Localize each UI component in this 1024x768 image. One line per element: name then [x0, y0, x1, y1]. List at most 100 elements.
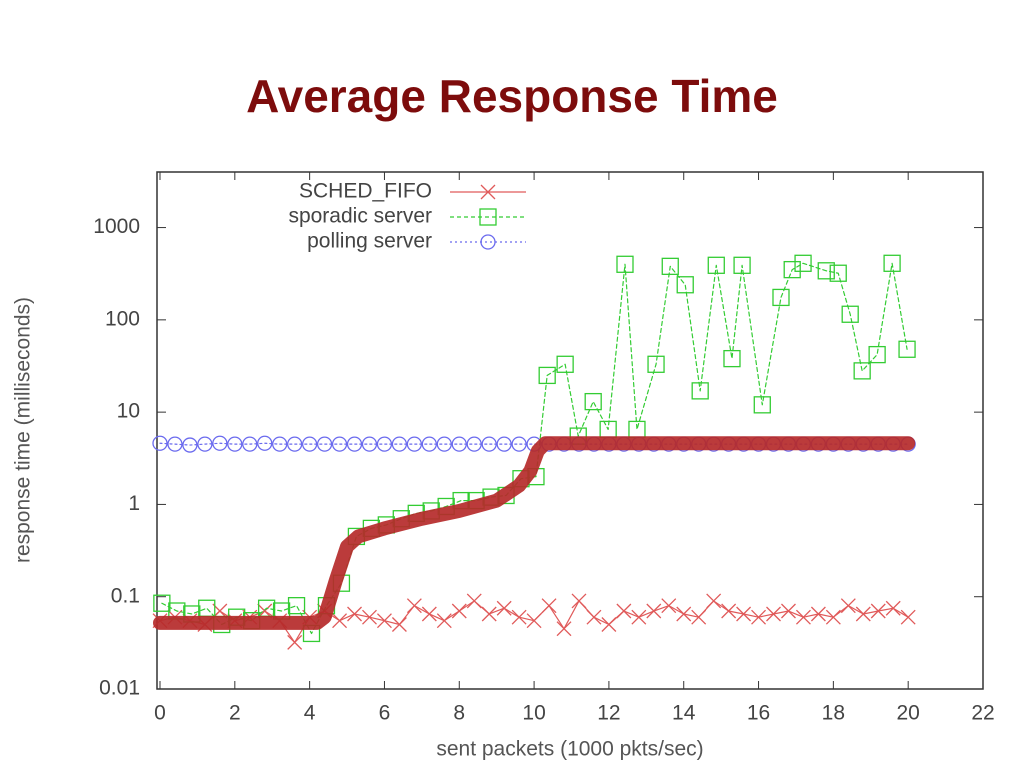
data-point	[331, 436, 348, 452]
x-tick-label: 16	[747, 702, 770, 725]
data-point	[584, 392, 602, 411]
data-point	[753, 396, 771, 414]
data-point	[301, 436, 318, 452]
data-point	[526, 613, 542, 629]
data-point	[316, 436, 333, 452]
data-point	[421, 606, 437, 622]
data-point	[661, 598, 677, 614]
x-tick-label: 2	[229, 702, 241, 725]
data-point	[538, 366, 556, 385]
y-tick-label: 0.01	[99, 677, 140, 700]
y-tick-label: 10	[117, 400, 140, 423]
data-point	[885, 600, 901, 616]
x-tick-label: 18	[822, 702, 845, 725]
data-point	[870, 603, 886, 619]
data-point	[481, 436, 497, 452]
data-point	[647, 355, 665, 373]
x-tick-label: 14	[672, 702, 696, 725]
data-point	[346, 436, 363, 452]
x-tick-label: 20	[897, 702, 920, 725]
data-point	[421, 436, 437, 452]
data-point	[182, 437, 198, 453]
data-point	[496, 436, 512, 452]
data-point	[900, 609, 916, 625]
data-point	[829, 264, 847, 282]
data-point	[556, 621, 572, 637]
legend-label: polling server	[307, 230, 432, 253]
data-point	[332, 613, 348, 629]
data-point	[631, 609, 647, 625]
data-point	[466, 593, 482, 609]
data-point	[197, 436, 213, 452]
data-point	[347, 606, 362, 622]
data-point	[691, 382, 709, 400]
data-point	[825, 609, 841, 625]
data-point	[481, 606, 497, 622]
x-tick-label: 0	[154, 702, 166, 725]
x-tick-label: 4	[304, 702, 316, 725]
data-point	[556, 355, 574, 373]
data-point	[496, 600, 512, 616]
data-point	[616, 255, 634, 273]
data-point	[751, 609, 767, 625]
data-point	[766, 606, 781, 622]
trend-line	[153, 436, 916, 630]
data-point	[616, 603, 632, 619]
data-point	[391, 436, 408, 452]
data-point	[706, 593, 722, 609]
data-point	[571, 593, 587, 609]
data-point	[783, 260, 801, 279]
legend-label: SCHED_FIFO	[299, 180, 432, 203]
data-point	[841, 305, 859, 323]
data-point	[287, 597, 306, 615]
data-point	[795, 609, 811, 625]
data-point	[676, 276, 694, 294]
data-point	[661, 257, 679, 275]
data-point	[868, 345, 886, 364]
data-point	[817, 262, 835, 280]
plot-frame	[156, 171, 984, 690]
y-tick-label: 1	[128, 492, 140, 515]
data-point	[287, 634, 303, 650]
data-point	[646, 603, 662, 619]
data-point	[676, 606, 692, 622]
legend-marker	[480, 184, 496, 200]
data-point	[511, 609, 527, 625]
data-point	[840, 598, 856, 614]
legend-marker	[480, 234, 496, 250]
data-point	[772, 288, 790, 307]
data-point	[436, 436, 452, 452]
data-point	[152, 435, 168, 451]
data-point	[451, 436, 467, 452]
chart-title: Average Response Time	[246, 70, 778, 122]
data-point	[721, 603, 737, 619]
data-point	[376, 613, 392, 629]
y-axis-label: response time (milliseconds)	[12, 297, 35, 563]
data-point	[733, 256, 751, 274]
data-point	[242, 436, 258, 452]
y-tick-label: 100	[105, 307, 140, 330]
data-point	[167, 436, 183, 452]
data-point	[272, 436, 288, 452]
data-point	[541, 598, 557, 614]
data-point	[628, 420, 646, 439]
series-line	[159, 442, 909, 446]
data-point	[601, 617, 617, 632]
data-point	[691, 609, 707, 625]
data-point	[853, 362, 871, 380]
data-point	[436, 613, 452, 629]
data-point	[227, 436, 243, 452]
series-line	[161, 262, 908, 635]
data-point	[723, 349, 741, 368]
x-tick-label: 8	[453, 702, 465, 725]
legend-label: sporadic server	[288, 205, 432, 228]
data-point	[212, 435, 228, 451]
x-tick-label: 10	[522, 702, 545, 725]
data-point	[810, 606, 826, 622]
data-point	[736, 606, 752, 622]
data-point	[794, 254, 812, 272]
data-point	[361, 436, 378, 452]
data-point	[376, 436, 393, 452]
legend-marker	[479, 208, 497, 226]
